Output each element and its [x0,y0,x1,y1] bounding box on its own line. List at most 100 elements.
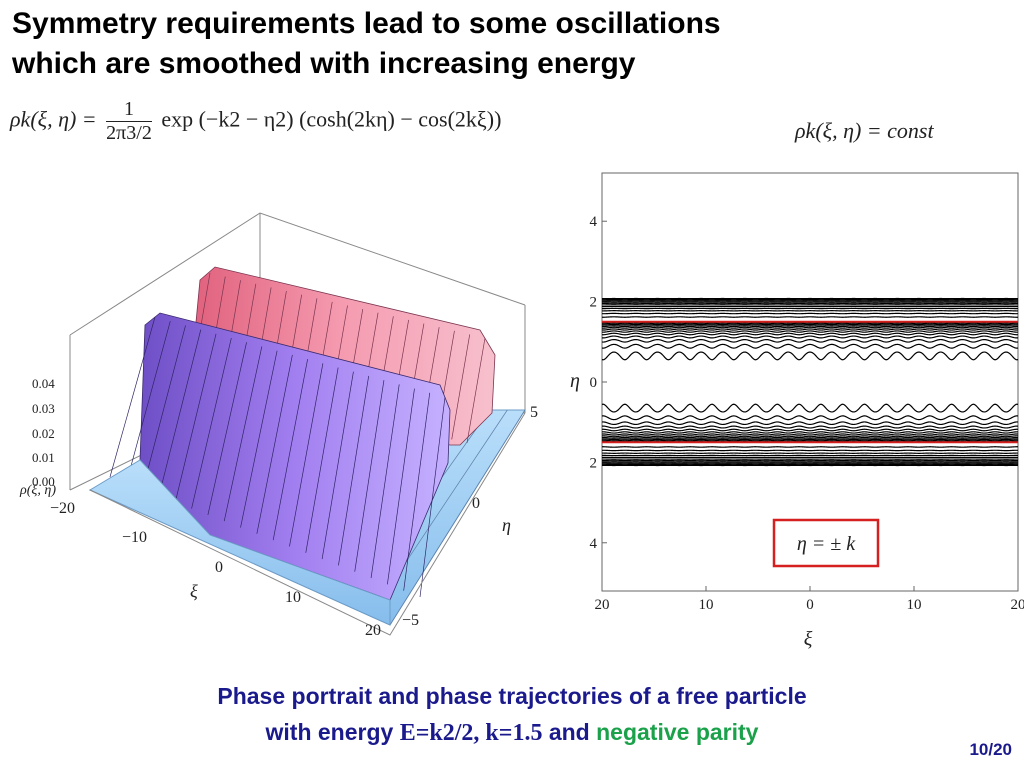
z-tick: 0.01 [32,450,55,465]
chart-x-tick: 0 [806,597,814,613]
chart-contour-line [601,421,1019,426]
caption-line2: with energy E=k2/2, k=1.5 and negative p… [0,714,1024,751]
plot3d-eta-ticks: 5 0 −5 [402,404,538,629]
chart-y-tick: 4 [590,214,598,230]
purple-ridge-line [354,380,385,572]
chart-contour-line [601,425,1019,429]
chart-contour-line [601,351,1019,361]
chart-contour-line [601,343,1019,349]
formula-fraction-numerator: 1 [106,98,152,122]
chart-contour-line [601,436,1019,439]
chart-x-tick-labels: 20 10 0 10 20 [595,597,1024,613]
xi-axis-label: ξ [190,581,198,601]
xi-tick: 10 [285,589,301,606]
caption-parity: negative parity [596,719,759,745]
figure-caption: Phase portrait and phase trajectories of… [0,678,1024,751]
chart-contour-line [601,322,1019,325]
chart-x-tick: 10 [699,597,714,613]
constant-density-formula: ρk(ξ, η) = const [795,118,934,143]
z-tick: 0.03 [32,401,55,416]
slide-title-line1: Symmetry requirements lead to some oscil… [12,7,721,40]
pink-ridge-line [466,337,486,444]
chart-x-tick: 20 [1011,597,1024,613]
chart-separatrix-lines [602,320,1018,444]
density-formula: ρk(ξ, η) = 1 2π3/2 exp (−k2 − η2) (cosh(… [10,98,650,168]
purple-ridge-line [289,363,324,547]
purple-ridge-line [272,359,308,541]
z-tick: 0.04 [32,376,55,391]
chart-contour-line [601,328,1019,331]
chart-legend-label: η = ± k [797,533,856,555]
purple-ridge-line [223,346,263,522]
chart-y-tick: 4 [590,536,598,552]
page-number: 10/20 [969,740,1012,759]
plot3d-front-base [88,459,391,626]
chart-contour-line [601,428,1019,432]
eta-tick: 0 [472,495,480,512]
purple-ridge-line [256,354,293,534]
base-grid-line [389,409,526,626]
slide-title: Symmetry requirements lead to some oscil… [12,4,972,84]
xi-tick: 20 [365,622,381,639]
plot3d-xi-ticks: −20 −10 0 10 20 [50,500,381,639]
xi-tick: −20 [50,500,75,517]
chart-y-tick-labels: 4 2 0 2 4 [590,214,598,552]
purple-ridge-line [403,392,431,591]
eta-axis-label: η [502,515,511,535]
chart-x-tick: 20 [595,597,610,613]
purple-ridge-line [142,325,186,490]
chart-contour-line [601,332,1019,336]
chart-contour-line [601,403,1019,413]
caption-line1: Phase portrait and phase trajectories of… [217,683,807,709]
purple-ridge-line [338,375,370,566]
purple-ridge-line [240,350,278,528]
purple-ridge-line [109,316,156,478]
chart-contour-line [601,330,1019,333]
chart-contour-line [601,323,1019,326]
formula-rhs: exp (−k2 − η2) (cosh(2kη) − cos(2kξ)) [161,106,502,132]
caption-and: and [548,719,590,745]
chart-y-axis-label: η [570,370,580,392]
chart-y-tick: 0 [590,375,598,391]
chart-contour-line [601,335,1019,339]
chart-legend-box: η = ± k [772,518,880,568]
chart-y-tick: 2 [590,455,598,471]
purple-ridge-line [370,384,400,579]
purple-ridge-line [158,329,202,497]
purple-ridge-line [321,371,354,560]
purple-ridge-line [419,396,446,598]
surface-plot-3d: 0.04 0.03 0.02 0.01 0.00 ρ(ξ, η) −20 −10… [19,212,538,639]
z-tick: 0.00 [32,474,55,489]
eta-tick: −5 [402,612,419,629]
xi-tick: 0 [215,559,223,576]
purple-ridge-line [191,337,232,509]
plot3d-z-ticks: 0.04 0.03 0.02 0.01 0.00 [32,376,55,489]
purple-ridge-line [174,333,217,503]
pink-ridge-line [451,334,471,440]
formula-fraction-denominator: 2π3/2 [106,122,152,144]
slide-title-line2: which are smoothed with increasing energ… [12,47,636,80]
chart-contour-line [601,439,1019,442]
chart-y-tick: 2 [590,295,598,311]
chart-contour-line [601,326,1019,329]
chart-x-axis-label: ξ [804,628,813,650]
chart-contour-line [601,438,1019,441]
purple-ridge-line [387,388,415,585]
caption-energy: E=k2/2, k=1.5 [399,720,543,746]
purple-ridge-line [207,342,247,515]
chart-contour-line [601,431,1019,434]
plot3d-purple-ridge-lines [109,316,446,598]
xi-tick: −10 [122,529,147,546]
chart-x-tick: 10 [907,597,922,613]
chart-contour-line [601,325,1019,328]
purple-ridge-line [305,367,339,553]
chart-contour-line [601,338,1019,343]
z-axis-label: ρ(ξ, η) [19,483,56,498]
chart-contour-line [601,435,1019,438]
chart-contour-line [601,433,1019,436]
z-tick: 0.02 [32,426,55,441]
chart-contour-line [601,415,1019,421]
formula-fraction: 1 2π3/2 [106,98,152,145]
formula-lhs: ρk(ξ, η) = [10,106,97,132]
